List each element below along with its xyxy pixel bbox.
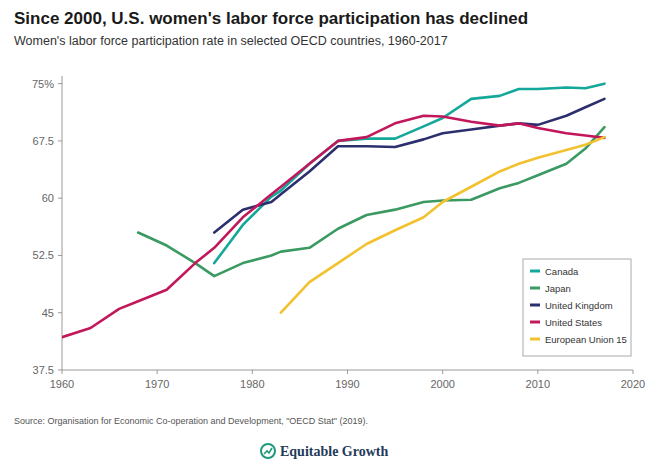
x-tick	[62, 370, 63, 374]
y-tick	[58, 370, 62, 371]
logo-icon	[264, 448, 272, 454]
x-tick-label: 1960	[50, 378, 74, 390]
x-tick	[252, 370, 253, 374]
title: Since 2000, U.S. women's labor force par…	[14, 9, 528, 28]
x-tick-label: 1980	[240, 378, 264, 390]
y-tick-label: 67.5	[33, 135, 54, 147]
y-tick	[58, 312, 62, 313]
y-tick	[58, 198, 62, 199]
legend-label: Canada	[545, 266, 579, 277]
legend-swatch	[530, 338, 540, 341]
y-tick-label: 60	[42, 192, 54, 204]
x-tick	[633, 370, 634, 374]
x-tick	[442, 370, 443, 374]
legend-label: United Kingdom	[545, 300, 613, 311]
x-tick-label: 1990	[335, 378, 359, 390]
source: Source: Organisation for Economic Co-ope…	[14, 416, 368, 426]
x-tick	[537, 370, 538, 374]
x-tick-label: 1970	[145, 378, 169, 390]
subtitle: Women's labor force participation rate i…	[14, 34, 448, 48]
legend-label: European Union 15	[545, 334, 627, 345]
y-tick	[58, 255, 62, 256]
y-tick-label: 45	[42, 307, 54, 319]
legend-swatch	[530, 321, 540, 324]
x-tick	[347, 370, 348, 374]
x-tick-label: 2010	[526, 378, 550, 390]
chart: Since 2000, U.S. women's labor force par…	[0, 0, 672, 467]
y-tick-label: 37.5	[33, 364, 54, 376]
legend: Canada Japan United Kingdom United States Eu…	[523, 259, 631, 356]
y-tick	[58, 83, 62, 84]
background	[0, 0, 672, 467]
y-axis	[62, 76, 63, 370]
legend-box	[523, 259, 631, 356]
legend-swatch	[530, 287, 540, 290]
legend-swatch	[530, 270, 540, 273]
x-tick	[157, 370, 158, 374]
legend-swatch	[530, 304, 540, 307]
logo-icon	[261, 444, 275, 458]
legend-label: United States	[545, 317, 602, 328]
y-tick-label: 52.5	[33, 249, 54, 261]
series-line	[281, 137, 605, 313]
credit: Equitable Growth	[280, 444, 388, 459]
y-tick	[58, 140, 62, 141]
legend-label: Japan	[545, 283, 571, 294]
y-tick-label: 75%	[32, 78, 54, 90]
x-tick-label: 2020	[621, 378, 645, 390]
x-tick-label: 2000	[430, 378, 454, 390]
